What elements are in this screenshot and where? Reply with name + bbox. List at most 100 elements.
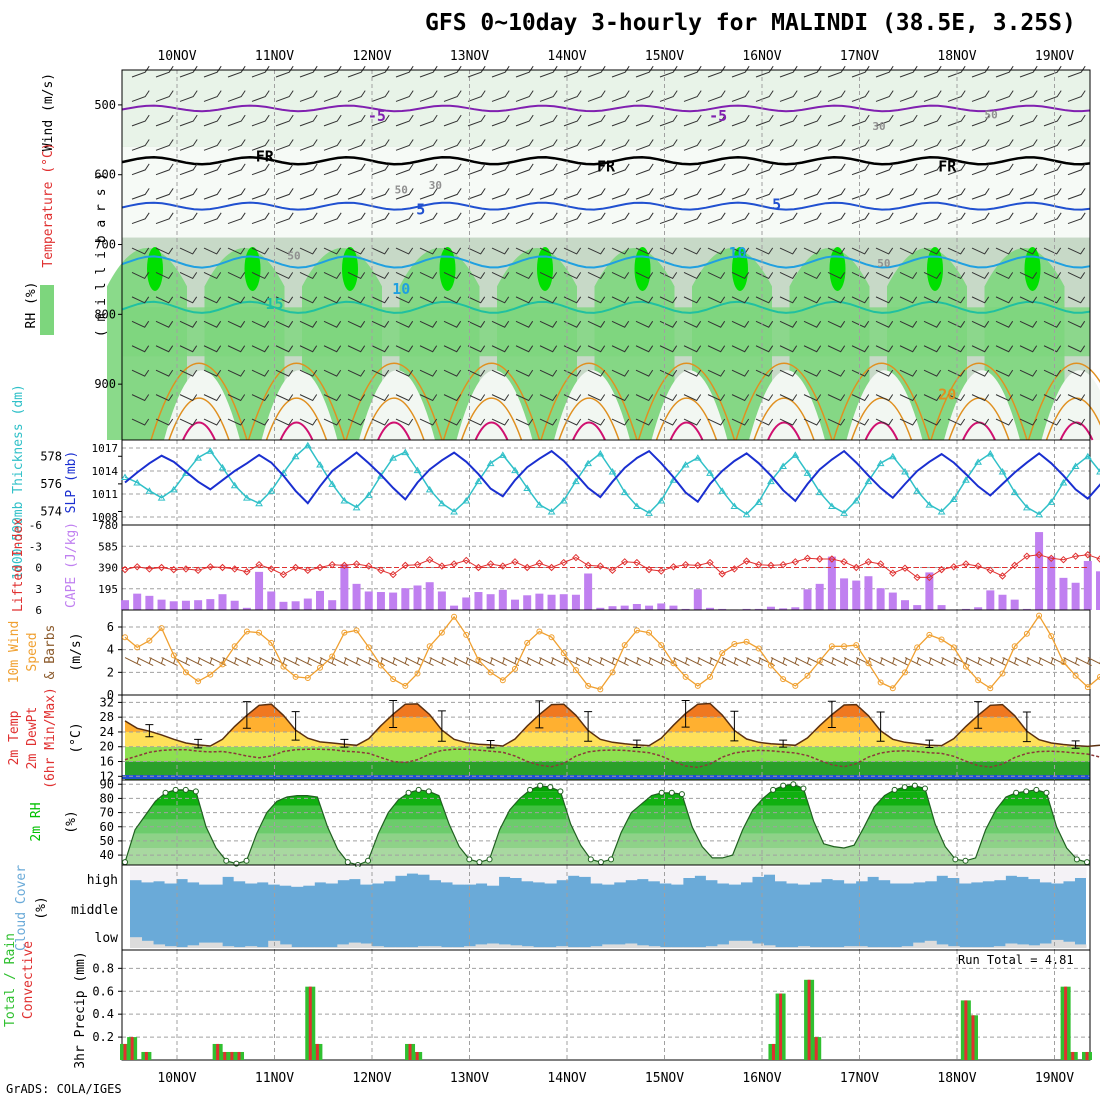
wind-barb bbox=[803, 345, 822, 353]
rh-saturated-cell bbox=[342, 246, 358, 291]
y-tick-label-temp: 24 bbox=[100, 725, 114, 739]
wind-speed-marker bbox=[536, 628, 543, 635]
wind-barb bbox=[347, 163, 366, 176]
wind-barb bbox=[995, 345, 1014, 353]
wind-barb bbox=[275, 65, 294, 78]
y-tick-label-temp: 16 bbox=[100, 755, 114, 769]
wind-speed-marker bbox=[950, 644, 957, 651]
wind-speed-marker bbox=[597, 686, 604, 693]
wind-barb bbox=[227, 272, 246, 280]
thickness-marker bbox=[511, 466, 519, 474]
li-marker bbox=[681, 560, 690, 569]
wind-barb bbox=[347, 65, 366, 78]
wind-barb bbox=[827, 188, 846, 200]
cloud-low-bar bbox=[1062, 941, 1075, 948]
wind-barb bbox=[155, 418, 174, 426]
wind-barb bbox=[1067, 139, 1086, 151]
wind-barb bbox=[1067, 296, 1086, 304]
wind-barb bbox=[899, 65, 918, 78]
wind-barb bbox=[1019, 163, 1038, 176]
wind-barb bbox=[683, 369, 702, 377]
wind-barb bbox=[971, 296, 990, 304]
cape-bar bbox=[681, 608, 690, 610]
cloud-low-bar bbox=[901, 946, 914, 948]
li-marker bbox=[523, 563, 531, 572]
wind-speed-marker bbox=[256, 629, 263, 636]
wind-barb bbox=[563, 65, 582, 78]
cape-bar bbox=[389, 592, 398, 610]
cloud-high-gap bbox=[533, 867, 546, 883]
wind-barb bbox=[131, 296, 150, 304]
cape-bar bbox=[1083, 560, 1092, 610]
wind-barb bbox=[179, 188, 198, 200]
cape-bar bbox=[584, 573, 593, 610]
wind-barb bbox=[923, 114, 942, 127]
wind-barb bbox=[1067, 394, 1086, 402]
wind-barb bbox=[251, 296, 270, 304]
rh-marker bbox=[1043, 789, 1050, 796]
wind-speed-marker bbox=[828, 643, 835, 650]
precip-convective-bar bbox=[237, 1051, 241, 1060]
wind-barb bbox=[1067, 114, 1086, 127]
wind-speed-marker bbox=[146, 637, 153, 644]
wind-barb bbox=[203, 247, 222, 255]
wind-barb bbox=[899, 272, 918, 280]
thickness-marker bbox=[888, 452, 897, 460]
rh-marker bbox=[780, 782, 787, 789]
wind-barb bbox=[299, 272, 318, 280]
contour-20 bbox=[345, 362, 443, 441]
wind-barb bbox=[1067, 65, 1086, 78]
y-axis-label-wind: Wind (m/s) bbox=[41, 73, 56, 151]
wind-barb bbox=[443, 212, 462, 225]
cape-bar bbox=[255, 571, 264, 610]
wind-barb bbox=[731, 345, 750, 353]
cape-bar bbox=[888, 592, 897, 610]
wind-speed-marker bbox=[633, 627, 640, 634]
wind-barb bbox=[755, 114, 774, 127]
y-tick-label-pressure: 700 bbox=[94, 238, 116, 252]
contour-20 bbox=[637, 362, 736, 441]
cape-bar bbox=[425, 582, 434, 610]
wind-barb bbox=[971, 139, 990, 151]
li-marker bbox=[718, 570, 726, 578]
wind-barb bbox=[707, 163, 726, 176]
wind-speed-marker bbox=[646, 629, 653, 636]
thickness-marker bbox=[864, 477, 873, 485]
wind-barb bbox=[635, 272, 654, 280]
wind-barb bbox=[611, 188, 630, 200]
wind-speed-marker bbox=[365, 644, 372, 651]
wind-speed-marker bbox=[170, 652, 177, 659]
cape-bar bbox=[511, 599, 519, 610]
wind-barb bbox=[611, 320, 630, 328]
cloud-high-gap bbox=[844, 867, 857, 884]
li-marker bbox=[267, 565, 275, 573]
cape-bar bbox=[608, 606, 617, 610]
cloud-low-bar bbox=[740, 940, 753, 948]
thickness-marker bbox=[791, 451, 800, 458]
wind-barb bbox=[875, 272, 894, 280]
wind-speed-marker bbox=[1084, 684, 1091, 691]
y-tick-label-temp: 12 bbox=[100, 769, 114, 783]
cloud-low-bar bbox=[1074, 944, 1087, 948]
li-marker bbox=[779, 560, 787, 569]
wind-barb bbox=[947, 90, 966, 102]
wind-barb bbox=[995, 418, 1014, 426]
wind-barb bbox=[203, 320, 222, 328]
thickness-marker bbox=[949, 495, 958, 503]
rh-marker bbox=[1073, 856, 1080, 863]
cloud-high-gap bbox=[279, 867, 292, 886]
wind-barb bbox=[563, 188, 582, 200]
cape-bar bbox=[645, 605, 654, 610]
cloud-low-bar bbox=[544, 947, 557, 948]
contour-label: FR bbox=[256, 148, 275, 166]
cloud-high-gap bbox=[371, 867, 384, 884]
wind-barb bbox=[515, 90, 534, 102]
wind-barb bbox=[683, 320, 702, 328]
wind-barb bbox=[923, 65, 942, 78]
li-marker bbox=[998, 572, 1007, 580]
x-tick-label-bottom: 14NOV bbox=[547, 1071, 586, 1086]
wind-barb bbox=[683, 212, 702, 225]
cloud-low-bar bbox=[613, 944, 626, 948]
wind-barb bbox=[323, 114, 342, 127]
wind-barb bbox=[299, 139, 318, 151]
